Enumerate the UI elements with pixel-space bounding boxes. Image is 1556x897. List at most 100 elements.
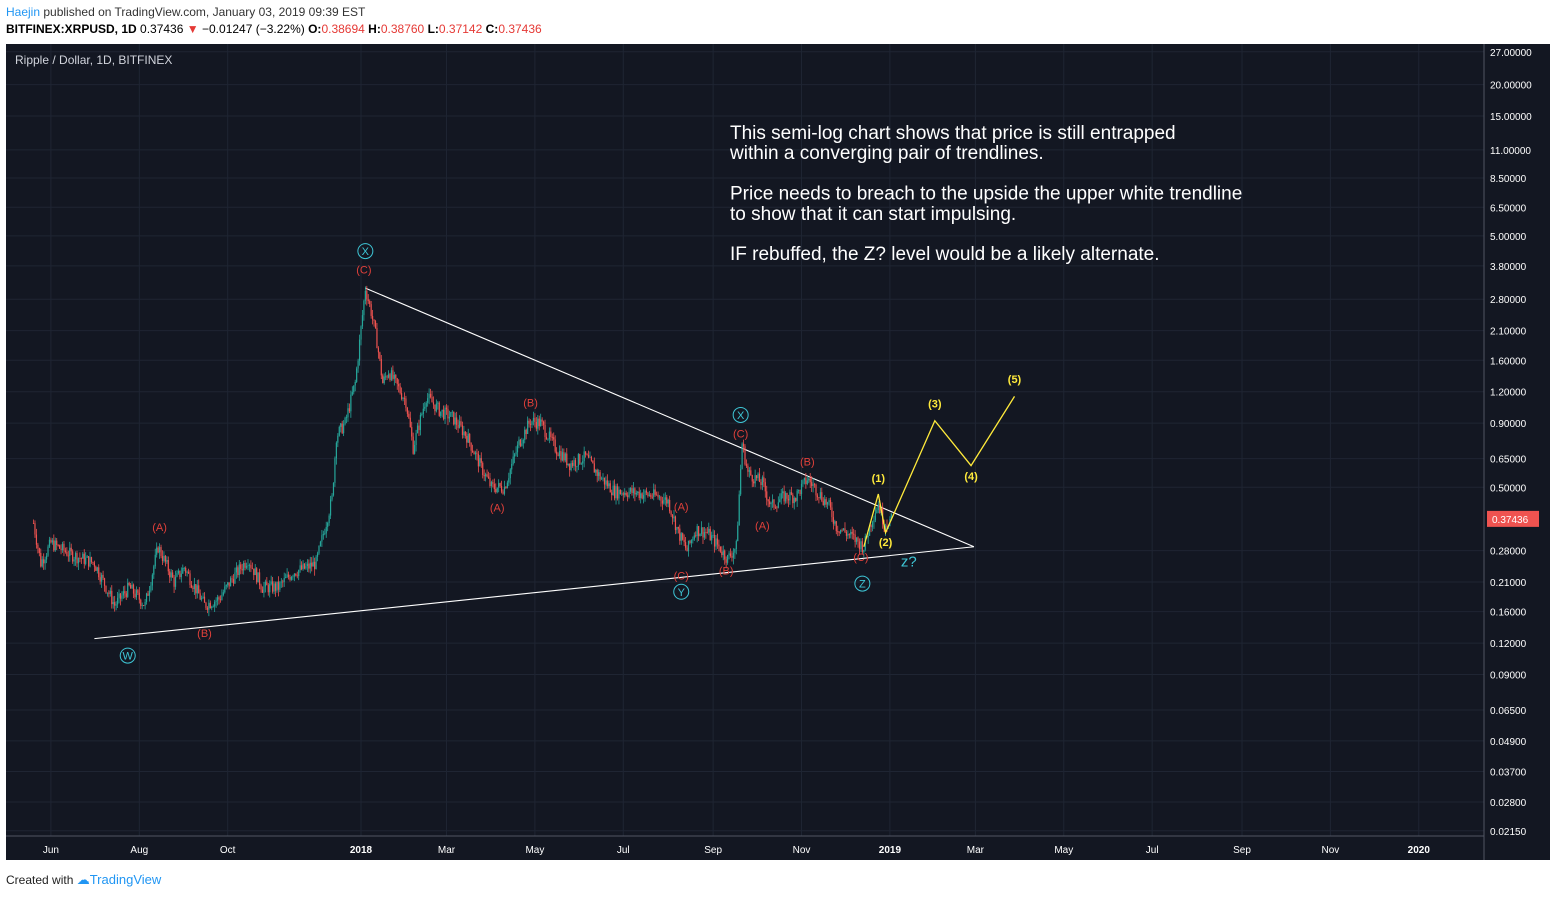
price-tick-label: 0.12000 — [1490, 639, 1527, 650]
candle-body — [761, 477, 763, 486]
candle-body — [553, 437, 555, 440]
candle-body — [811, 482, 813, 486]
candle-body — [556, 451, 558, 455]
candle-body — [716, 538, 719, 545]
candle-body — [141, 605, 143, 606]
candle-body — [443, 409, 445, 420]
candle-body — [586, 454, 588, 456]
candle-body — [372, 315, 374, 320]
candle-body — [377, 348, 379, 353]
candle-body — [277, 581, 280, 590]
candle-body — [40, 552, 42, 567]
price-change: −0.01247 (−3.22%) — [202, 22, 305, 36]
candle-body — [637, 491, 639, 494]
candle-body — [219, 599, 222, 601]
candle-body — [234, 572, 236, 584]
candle-body — [199, 593, 201, 600]
high-label: H: — [368, 22, 381, 36]
candle-body — [574, 460, 577, 467]
candle-body — [790, 492, 792, 495]
wave-label-yellow: (4) — [964, 471, 978, 483]
candle-body — [161, 556, 164, 561]
candle-body — [299, 565, 301, 571]
candle-body — [844, 528, 846, 533]
candle-body — [557, 454, 559, 456]
candle-body — [493, 483, 495, 490]
price-tick-label: 1.60000 — [1490, 356, 1527, 367]
candle-body — [398, 383, 400, 387]
candle-body — [473, 451, 475, 455]
candle-body — [151, 574, 153, 586]
candle-body — [408, 413, 410, 418]
author-link[interactable]: Haejin — [6, 5, 41, 19]
candle-body — [734, 549, 736, 553]
time-axis[interactable]: Jun Aug Oct 2018 Mar May Jul Sep Nov 2019 Mar May Ju… — [43, 845, 1430, 856]
wave-label-red: (A) — [152, 522, 167, 534]
time-tick-label: Jul — [1146, 845, 1159, 856]
tradingview-logo-icon[interactable]: ☁ — [76, 872, 90, 887]
created-with-label: Created with — [6, 873, 74, 887]
chart-background — [6, 44, 1550, 860]
candle-body — [253, 568, 255, 576]
candle-body — [185, 567, 187, 573]
price-tick-label: 15.00000 — [1490, 112, 1532, 123]
candle-body — [731, 556, 733, 558]
candle-body — [774, 507, 777, 509]
candle-body — [296, 575, 298, 577]
candle-body — [663, 499, 665, 504]
candle-body — [150, 585, 152, 591]
candle-body — [392, 370, 394, 379]
candle-body — [534, 417, 536, 423]
candle-body — [550, 431, 552, 437]
open-label: O: — [308, 22, 322, 36]
price-tick-label: 0.02800 — [1490, 798, 1527, 809]
candle-body — [138, 592, 140, 600]
candle-body — [409, 417, 411, 428]
candle-body — [37, 544, 39, 549]
candle-body — [740, 468, 742, 495]
candle-body — [684, 542, 687, 548]
candle-body — [728, 553, 730, 556]
tradingview-brand[interactable]: TradingView — [89, 872, 162, 887]
candle-body — [709, 528, 711, 541]
candle-body — [514, 454, 516, 457]
candle-body — [130, 585, 132, 589]
candle-body — [212, 606, 214, 608]
candle-body — [698, 526, 700, 537]
candle-body — [724, 550, 726, 560]
candle-body — [492, 482, 494, 484]
candle-body — [243, 562, 245, 571]
candle-body — [642, 495, 645, 499]
candle-body — [76, 553, 78, 564]
time-tick-label: 2020 — [1408, 845, 1431, 856]
candle-body — [474, 452, 477, 455]
candle-body — [608, 483, 610, 487]
candle-body — [403, 398, 406, 399]
candle-body — [667, 499, 669, 504]
candle-body — [344, 417, 346, 425]
candle-body — [228, 582, 230, 587]
candle-body — [425, 402, 427, 407]
candle-body — [89, 557, 91, 567]
candle-body — [306, 563, 308, 567]
price-axis[interactable]: 27.00000 20.00000 15.00000 11.00000 8.50000 6… — [1487, 48, 1539, 838]
candle-body — [745, 464, 748, 466]
candle-body — [638, 491, 640, 498]
candle-body — [314, 561, 316, 570]
publish-info: Haejin published on TradingView.com, Jan… — [6, 5, 365, 19]
candle-body — [432, 402, 435, 405]
candle-body — [815, 484, 817, 496]
candle-body — [69, 547, 71, 556]
candle-body — [603, 477, 606, 485]
candle-body — [374, 321, 377, 329]
candle-body — [214, 601, 216, 607]
candle-body — [848, 534, 850, 535]
candle-body — [787, 498, 790, 501]
candle-body — [853, 533, 855, 535]
candle-body — [816, 495, 819, 498]
candle-body — [353, 385, 355, 393]
price-tick-label: 0.65000 — [1490, 455, 1527, 466]
candle-body — [280, 581, 282, 583]
candle-body — [854, 534, 856, 542]
